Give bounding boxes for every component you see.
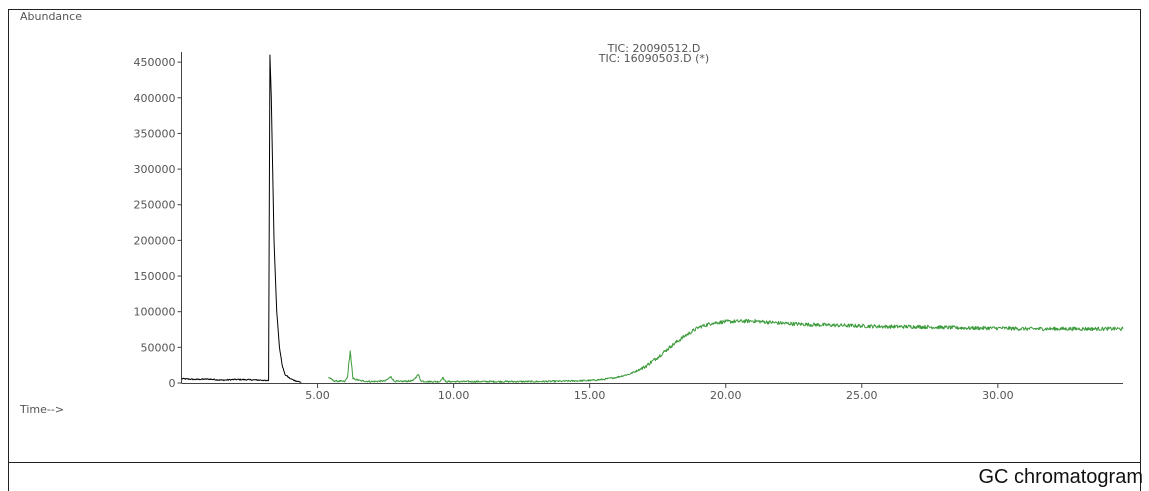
series-line-20090512	[181, 54, 302, 383]
legend-entry-20090512: TIC: 20090512.D	[607, 42, 701, 55]
x-tick-label: 15.00	[574, 389, 606, 402]
y-tick-label: 0	[169, 377, 176, 390]
y-tick-label: 250000	[134, 199, 176, 212]
y-tick-label: 100000	[134, 306, 176, 319]
y-axis-label: Abundance	[20, 10, 82, 23]
x-tick-label: 20.00	[710, 389, 742, 402]
x-axis-label: Time-->	[19, 403, 64, 416]
x-tick-label: 30.00	[982, 389, 1014, 402]
y-tick-label: 150000	[134, 270, 176, 283]
y-tick-label: 400000	[134, 92, 176, 105]
x-tick-label: 5.00	[305, 389, 330, 402]
y-ticks: 0 50000 100000 150000 200000 250000 300000 3500…	[134, 56, 182, 390]
legend-entry-16090503: TIC: 16090503.D (*)	[598, 52, 709, 65]
y-tick-label: 300000	[134, 163, 176, 176]
outer-border	[8, 9, 1141, 491]
x-tick-label: 10.00	[438, 389, 470, 402]
series-layer	[181, 54, 1124, 383]
chart-caption: GC chromatogram	[978, 466, 1144, 488]
x-ticks: 5.00 10.00 15.00 20.00 25.00 30.00	[305, 383, 1014, 402]
y-tick-label: 200000	[134, 234, 176, 247]
y-tick-label: 50000	[141, 341, 176, 354]
y-tick-label: 350000	[134, 127, 176, 140]
series-line-16090503	[328, 318, 1124, 383]
x-tick-label: 25.00	[846, 389, 878, 402]
y-tick-label: 450000	[134, 56, 176, 69]
